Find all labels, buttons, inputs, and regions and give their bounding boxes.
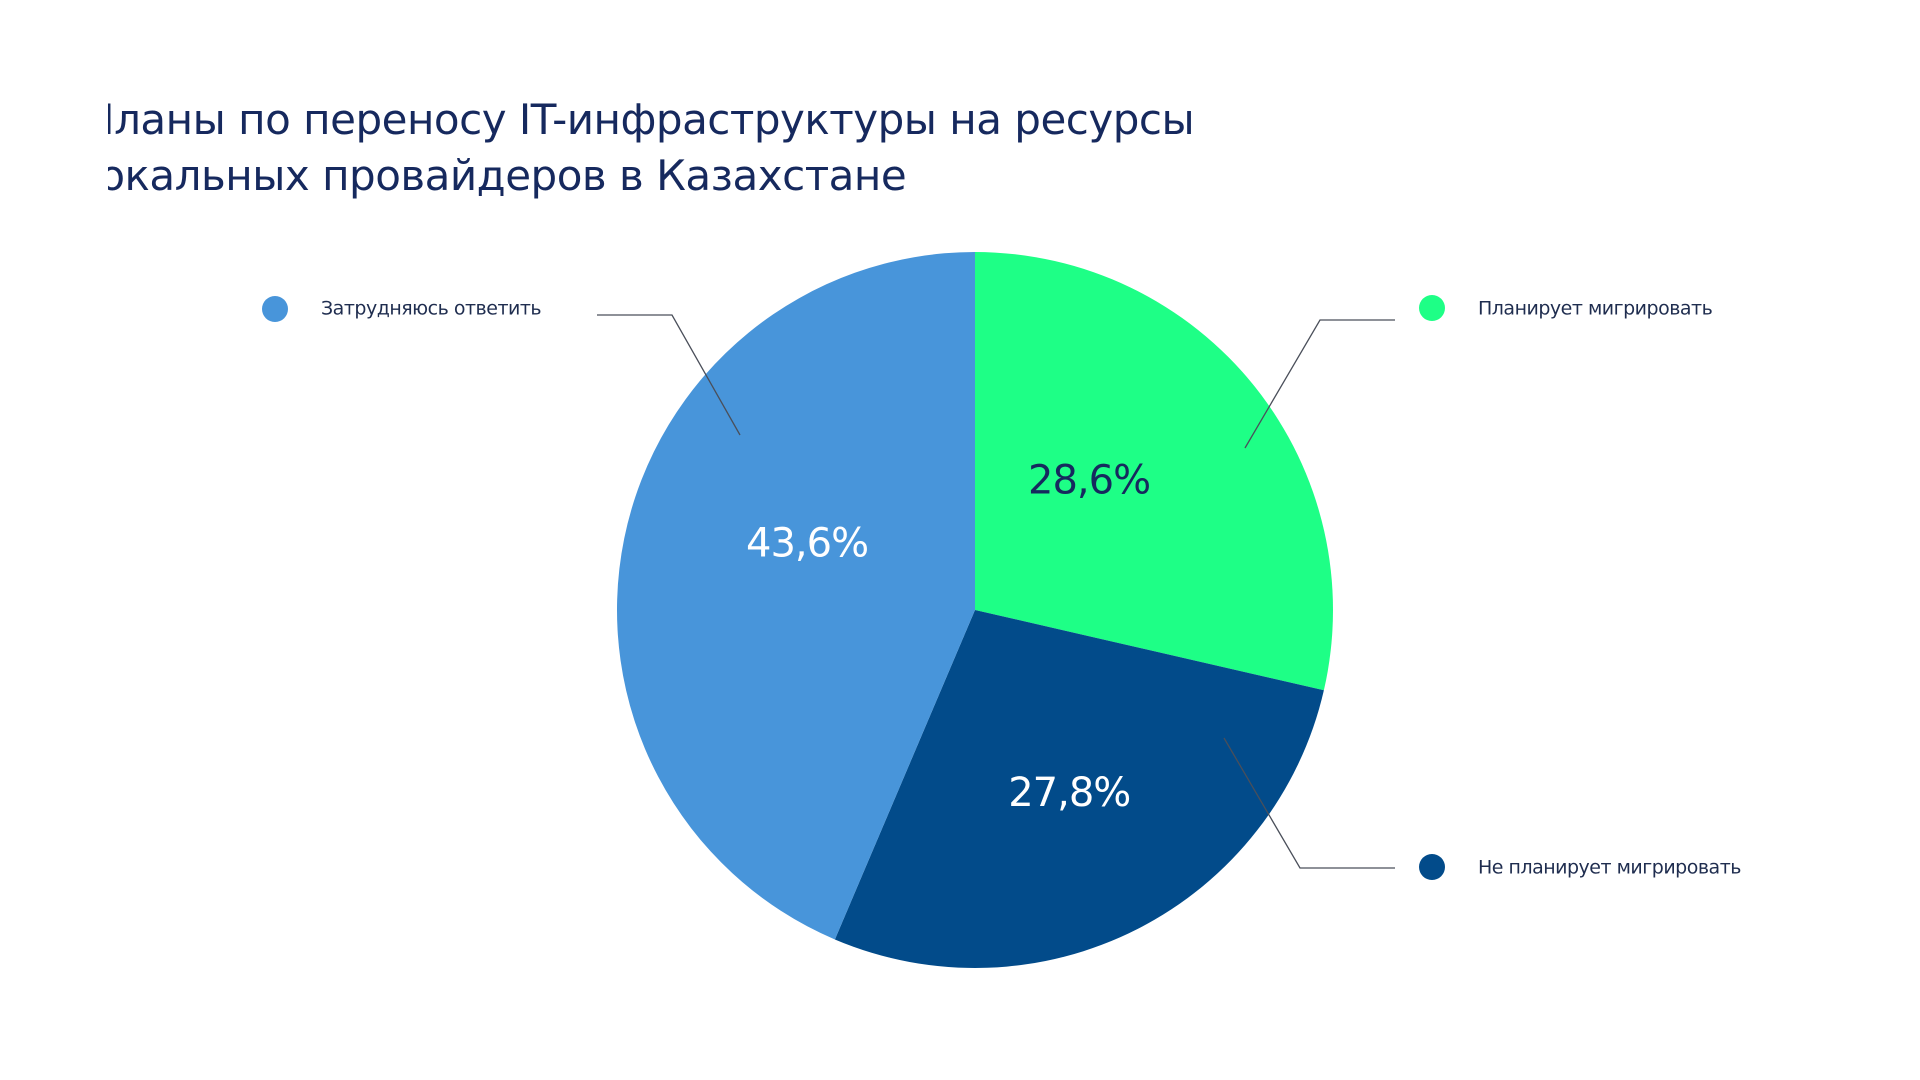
pie-slice-planiruet: [975, 252, 1333, 691]
slice-value-labels: 28,6% 27,8% 43,6%: [746, 457, 1151, 816]
legend: Планирует мигрировать Не планирует мигрир…: [262, 295, 1742, 880]
leader-line-zatrudnyayus: [597, 314, 741, 436]
legend-label-zatrudnyayus: Затрудняюсь ответить: [321, 298, 541, 320]
legend-marker-ne-planiruet: [1419, 854, 1445, 880]
slice-value-label-planiruet: 28,6%: [1028, 457, 1150, 503]
pie-slice-zatrudnyayus: [617, 252, 975, 940]
legend-marker-zatrudnyayus: [262, 296, 288, 322]
chart-title: Планы по переносу IT-инфраструктуры на р…: [73, 92, 1300, 202]
slice-value-label-zatrudnyayus: 43,6%: [746, 521, 868, 567]
legend-label-planiruet: Планирует мигрировать: [1478, 298, 1713, 320]
legend-label-ne-planiruet: Не планирует мигрировать: [1478, 857, 1741, 879]
pie-slice-ne-planiruet: [834, 610, 1324, 968]
legend-marker-planiruet: [1419, 295, 1445, 321]
leader-line-planiruet: [1244, 319, 1395, 449]
chart-title-line-2: локальных провайдеров в Казахстане: [73, 151, 907, 200]
leader-lines: [597, 314, 1395, 869]
slice-value-label-ne-planiruet: 27,8%: [1008, 770, 1130, 816]
chart-title-line-1: Планы по переносу IT-инфраструктуры на р…: [83, 95, 1195, 144]
pie-slices: [617, 252, 1333, 968]
leader-line-ne-planiruet: [1223, 737, 1395, 869]
